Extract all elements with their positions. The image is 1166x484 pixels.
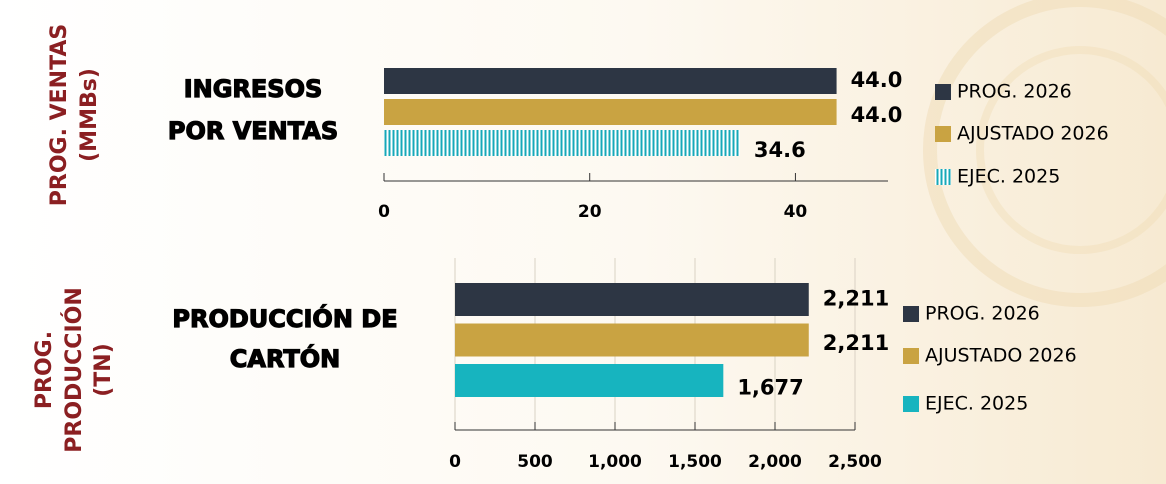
value-label: 34.6 (754, 138, 806, 162)
x-tick-label: 1,000 (588, 452, 642, 472)
value-label: 44.0 (851, 103, 903, 127)
category-label: PRODUCCIÓN DE (172, 303, 397, 333)
x-tick-label: 1,500 (668, 452, 722, 472)
x-tick-label: 500 (517, 452, 553, 472)
bar (384, 130, 740, 156)
value-label: 44.0 (851, 68, 903, 92)
bar (384, 68, 837, 94)
category-label: POR VENTAS (168, 117, 338, 145)
legend-swatch (903, 396, 919, 412)
category-label: CARTÓN (230, 343, 340, 373)
side-label: PRODUCCIÓN (61, 287, 87, 452)
legend-swatch (935, 126, 951, 142)
x-tick-label: 0 (378, 202, 390, 222)
bar (455, 283, 809, 316)
legend-label: AJUSTADO 2026 (957, 123, 1109, 145)
legend-label: AJUSTADO 2026 (925, 345, 1077, 367)
side-label: (TN) (91, 343, 116, 397)
side-label: PROG. VENTAS (47, 24, 72, 206)
bar (384, 99, 837, 125)
side-label: PROG. (32, 331, 57, 409)
value-label: 2,211 (823, 331, 889, 355)
category-label: INGRESOS (184, 75, 323, 103)
bar (455, 324, 809, 357)
x-tick-label: 40 (784, 202, 808, 222)
bar (455, 364, 723, 397)
value-label: 2,211 (823, 287, 889, 311)
side-label: (MMBs) (77, 68, 102, 162)
legend-swatch (903, 306, 919, 322)
x-tick-label: 0 (449, 452, 461, 472)
legend-label: EJEC. 2025 (925, 393, 1028, 415)
legend-swatch (935, 169, 951, 185)
legend-label: PROG. 2026 (957, 81, 1072, 103)
slide: PROG. VENTAS(MMBs) INGRESOS POR VENTAS 0 20 4… (0, 0, 1166, 484)
legend-label: PROG. 2026 (925, 303, 1040, 325)
value-label: 1,677 (737, 376, 803, 400)
legend-swatch (903, 348, 919, 364)
x-tick-label: 2,500 (828, 452, 882, 472)
x-tick-label: 2,000 (748, 452, 802, 472)
x-tick-label: 20 (578, 202, 602, 222)
legend-label: EJEC. 2025 (957, 166, 1060, 188)
legend-swatch (935, 84, 951, 100)
